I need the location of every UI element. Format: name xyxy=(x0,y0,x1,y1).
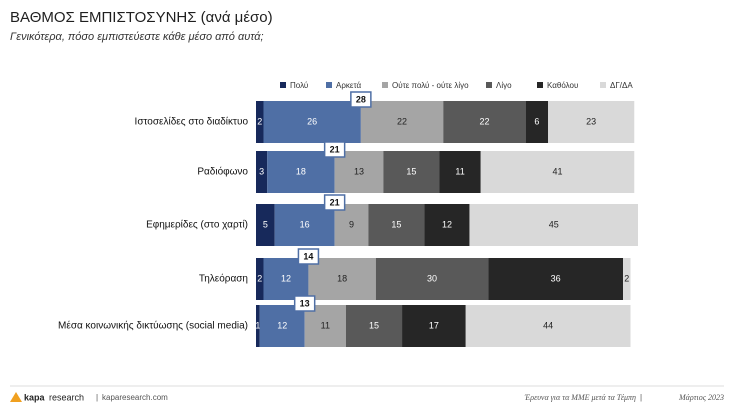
segment-label: 45 xyxy=(549,219,559,229)
total-box xyxy=(297,248,320,265)
legend-swatch xyxy=(537,82,543,88)
legend-swatch xyxy=(382,82,388,88)
footer-note: Έρευνα για τα ΜΜΕ μετά τα Τέμπη xyxy=(524,393,636,402)
segment-label: 18 xyxy=(337,273,347,283)
segment-label: 3 xyxy=(259,166,264,176)
total-label: 21 xyxy=(330,197,340,207)
separator: | xyxy=(96,393,98,402)
segment-label: 15 xyxy=(406,166,416,176)
legend-swatch xyxy=(280,82,286,88)
bar-segment xyxy=(424,204,470,246)
legend-swatch xyxy=(600,82,606,88)
segment-label: 16 xyxy=(300,219,310,229)
total-label: 14 xyxy=(303,251,313,261)
segment-label: 11 xyxy=(455,166,464,176)
segment-label: 1 xyxy=(255,320,260,330)
bar-segment xyxy=(256,151,268,193)
legend-label: Αρκετά xyxy=(336,81,362,90)
bar-segment xyxy=(402,305,466,347)
segment-label: 12 xyxy=(281,273,291,283)
bar-segment xyxy=(368,204,425,246)
segment-label: 12 xyxy=(442,219,452,229)
segment-label: 15 xyxy=(369,320,379,330)
segment-label: 9 xyxy=(349,219,354,229)
bar-segment xyxy=(304,305,346,347)
segment-label: 11 xyxy=(321,320,330,330)
bar-segment xyxy=(439,151,481,193)
bar-segment xyxy=(360,101,444,143)
chart-title: ΒΑΘΜΟΣ ΕΜΠΙΣΤΟΣΥΝΗΣ (ανά μέσο) xyxy=(10,9,273,26)
category-label: Εφημερίδες (στο χαρτί) xyxy=(146,219,248,231)
segment-label: 17 xyxy=(429,320,439,330)
separator: | xyxy=(640,393,642,402)
category-label: Τηλεόραση xyxy=(199,273,248,285)
legend-label: Ούτε πολύ - ούτε λίγο xyxy=(392,81,469,90)
segment-label: 44 xyxy=(543,320,553,330)
segment-label: 22 xyxy=(479,116,489,126)
bar-segment xyxy=(274,204,335,246)
category-label: Ραδιόφωνο xyxy=(197,166,248,178)
category-label: Μέσα κοινωνικής δικτύωσης (social media) xyxy=(58,320,248,332)
bar-segment xyxy=(267,151,335,193)
brand-suffix: research xyxy=(49,392,84,402)
segment-label: 36 xyxy=(551,273,561,283)
segment-label: 30 xyxy=(427,273,437,283)
total-label: 21 xyxy=(330,144,340,154)
bar-segment xyxy=(548,101,635,143)
bar-segment xyxy=(256,258,264,300)
bar-segment xyxy=(525,101,549,143)
segment-label: 23 xyxy=(586,116,596,126)
bar-segment xyxy=(263,101,361,143)
logo-mark xyxy=(10,392,22,402)
bar-segment xyxy=(623,258,631,300)
bar-segment xyxy=(383,151,440,193)
bar-segment xyxy=(469,204,638,246)
bar-segment xyxy=(259,305,305,347)
segment-label: 12 xyxy=(277,320,287,330)
bar-segment xyxy=(443,101,526,143)
segment-label: 13 xyxy=(354,166,364,176)
bar-segment xyxy=(480,151,635,193)
bar-segment xyxy=(345,305,403,347)
bar-segment xyxy=(488,258,624,300)
segment-label: 22 xyxy=(397,116,407,126)
total-label: 28 xyxy=(356,94,366,104)
segment-label: 2 xyxy=(257,116,262,126)
bar-segment xyxy=(375,258,489,300)
segment-label: 5 xyxy=(263,219,268,229)
legend-label: ΔΓ/ΔΑ xyxy=(610,81,633,90)
segment-label: 26 xyxy=(307,116,317,126)
bar-segment xyxy=(334,204,369,246)
segment-label: 41 xyxy=(552,166,562,176)
footer-date: Μάρτιος 2023 xyxy=(678,393,724,402)
chart-subtitle: Γενικότερα, πόσο εμπιστεύεστε κάθε μέσο … xyxy=(10,31,264,43)
segment-label: 18 xyxy=(296,166,306,176)
site: kaparesearch.com xyxy=(102,393,168,402)
legend-label: Πολύ xyxy=(290,81,308,90)
category-label: Ιστοσελίδες στο διαδίκτυο xyxy=(135,116,249,128)
total-box xyxy=(323,194,346,211)
bar-segment xyxy=(256,204,275,246)
bar-segment xyxy=(308,258,376,300)
total-box xyxy=(350,91,372,108)
segment-label: 2 xyxy=(624,273,629,283)
segment-label: 6 xyxy=(534,116,539,126)
legend-label: Λίγο xyxy=(496,81,512,90)
segment-label: 2 xyxy=(257,273,262,283)
bar-segment xyxy=(256,305,260,347)
bar-segment xyxy=(263,258,309,300)
legend-label: Καθόλου xyxy=(547,81,578,90)
segment-label: 15 xyxy=(391,219,401,229)
total-box xyxy=(293,295,316,312)
total-box xyxy=(323,141,346,158)
bar-segment xyxy=(334,151,384,193)
legend-swatch xyxy=(486,82,492,88)
bar-segment xyxy=(465,305,631,347)
brand: kapa xyxy=(24,392,46,402)
legend-swatch xyxy=(326,82,332,88)
bar-segment xyxy=(256,101,264,143)
total-label: 13 xyxy=(300,298,310,308)
